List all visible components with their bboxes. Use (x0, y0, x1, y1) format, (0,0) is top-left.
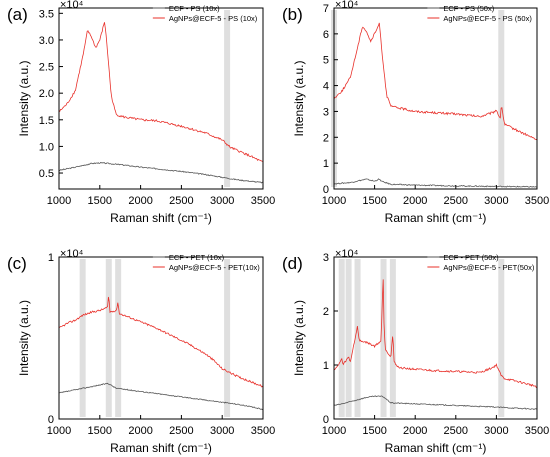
highlight-band (115, 259, 122, 417)
y-tick-label: 3 (323, 252, 329, 264)
x-axis-label: Raman shift (cm⁻¹) (110, 211, 212, 225)
x-tick-label: 2500 (444, 195, 468, 207)
highlight-band (345, 259, 352, 417)
legend-label: AgNPs@ECF-5 - PS (10x) (169, 14, 258, 23)
series-line (333, 178, 537, 188)
legend-label: AgNPs@ECF-5 - PET(50x) (443, 263, 534, 272)
x-tick-label: 2500 (444, 425, 468, 437)
series-line (58, 296, 264, 388)
series-line (333, 279, 538, 388)
x-tick-label: 1000 (322, 195, 346, 207)
panel-label: (c) (7, 254, 27, 273)
x-tick-label: 2000 (403, 425, 427, 437)
legend-label: ECF - PS (10x) (169, 4, 220, 13)
x-tick-label: 3000 (210, 195, 234, 207)
highlight-band (105, 259, 112, 417)
x-tick-label: 1000 (47, 425, 71, 437)
highlight-band (498, 10, 505, 187)
y-tick-label: 0 (323, 414, 329, 426)
x-tick-label: 1500 (88, 195, 112, 207)
x-tick-label: 1500 (362, 425, 386, 437)
x-tick-label: 2000 (128, 425, 152, 437)
y-tick-label: 1.0 (39, 141, 54, 153)
y-tick-label: 0 (323, 184, 329, 196)
y-tick-label: 1.5 (39, 115, 54, 127)
legend-label: ECF - PET (10x) (169, 253, 225, 262)
y-axis-label: Intensity (a.u.) (292, 300, 306, 376)
y-tick-label: 1 (323, 360, 329, 372)
y-axis-label: Intensity (a.u.) (17, 300, 31, 376)
x-axis-label: Raman shift (cm⁻¹) (385, 211, 487, 225)
y-axis-label: Intensity (a.u.) (17, 60, 31, 136)
x-axis-label: Raman shift (cm⁻¹) (385, 441, 487, 455)
y-axis-label: Intensity (a.u.) (292, 60, 306, 136)
highlight-band (338, 259, 345, 417)
legend-label: AgNPs@ECF-5 - PET(10x) (169, 263, 260, 272)
axis-multiplier: ×10⁴ (335, 0, 359, 11)
y-tick-label: 1 (48, 252, 54, 264)
chart-panel-d: 1000 1500 2000 2500 3000 3500 0 1 2 3 Raman shift … (282, 248, 549, 455)
y-tick-label: 7 (323, 3, 329, 15)
y-tick-label: 3.0 (39, 35, 54, 47)
legend-label: AgNPs@ECF-5 - PS (50x) (443, 14, 532, 23)
axis-multiplier: ×10⁴ (60, 248, 84, 260)
chart-panel-a: 1000 1500 2000 2500 3000 3500 0.5 1.0 1.5 2.0 2.5 3… (7, 0, 275, 225)
series-line (58, 22, 264, 162)
panel-label: (d) (282, 254, 303, 273)
x-tick-label: 3000 (484, 425, 508, 437)
y-tick-label: 6 (323, 29, 329, 41)
x-tick-label: 3500 (525, 425, 549, 437)
x-tick-label: 2500 (169, 425, 193, 437)
y-tick-label: 2.5 (39, 62, 54, 74)
y-tick-label: 0.5 (39, 168, 54, 180)
highlight-band (224, 10, 231, 187)
series-line (58, 382, 264, 410)
y-tick-label: 4 (323, 81, 329, 93)
y-tick-label: 2.0 (39, 88, 54, 100)
plot-frame (333, 256, 538, 420)
series-line (58, 162, 264, 184)
x-tick-label: 2500 (169, 195, 193, 207)
highlight-band (79, 259, 86, 417)
plot-frame (58, 7, 264, 190)
x-tick-label: 2000 (403, 195, 427, 207)
axis-multiplier: ×10⁴ (335, 248, 359, 260)
legend-label: ECF - PET (50x) (443, 253, 499, 262)
x-tick-label: 2000 (128, 195, 152, 207)
highlight-band (224, 259, 231, 417)
x-tick-label: 3500 (525, 195, 549, 207)
legend-label: ECF - PS (50x) (443, 4, 494, 13)
highlight-band (354, 259, 361, 417)
x-tick-label: 3000 (484, 195, 508, 207)
x-tick-label: 1000 (322, 425, 346, 437)
panel-label: (b) (282, 5, 303, 24)
x-tick-label: 1000 (47, 195, 71, 207)
panel-label: (a) (7, 5, 28, 24)
x-tick-label: 1500 (88, 425, 112, 437)
series-line (333, 395, 538, 410)
y-tick-label: 3.5 (39, 8, 54, 20)
chart-panel-c: 1000 1500 2000 2500 3000 3500 0 1 Raman shift (c… (7, 248, 275, 455)
x-tick-label: 3500 (251, 195, 275, 207)
y-tick-label: 3 (323, 106, 329, 118)
y-tick-label: 5 (323, 55, 329, 67)
highlight-band (380, 259, 387, 417)
chart-panel-b: 1000 1500 2000 2500 3000 3500 0 1 2 3 4 5 6 7 Raman sh… (282, 0, 549, 225)
y-tick-label: 2 (323, 306, 329, 318)
y-tick-label: 0 (48, 414, 54, 426)
x-tick-label: 3500 (251, 425, 275, 437)
plot-frame (333, 7, 538, 190)
x-tick-label: 1500 (362, 195, 386, 207)
axis-multiplier: ×10⁴ (60, 0, 84, 11)
x-tick-label: 3000 (210, 425, 234, 437)
highlight-band (498, 259, 505, 417)
y-tick-label: 1 (323, 158, 329, 170)
x-axis-label: Raman shift (cm⁻¹) (110, 441, 212, 455)
y-tick-label: 2 (323, 132, 329, 144)
series-line (333, 22, 538, 141)
